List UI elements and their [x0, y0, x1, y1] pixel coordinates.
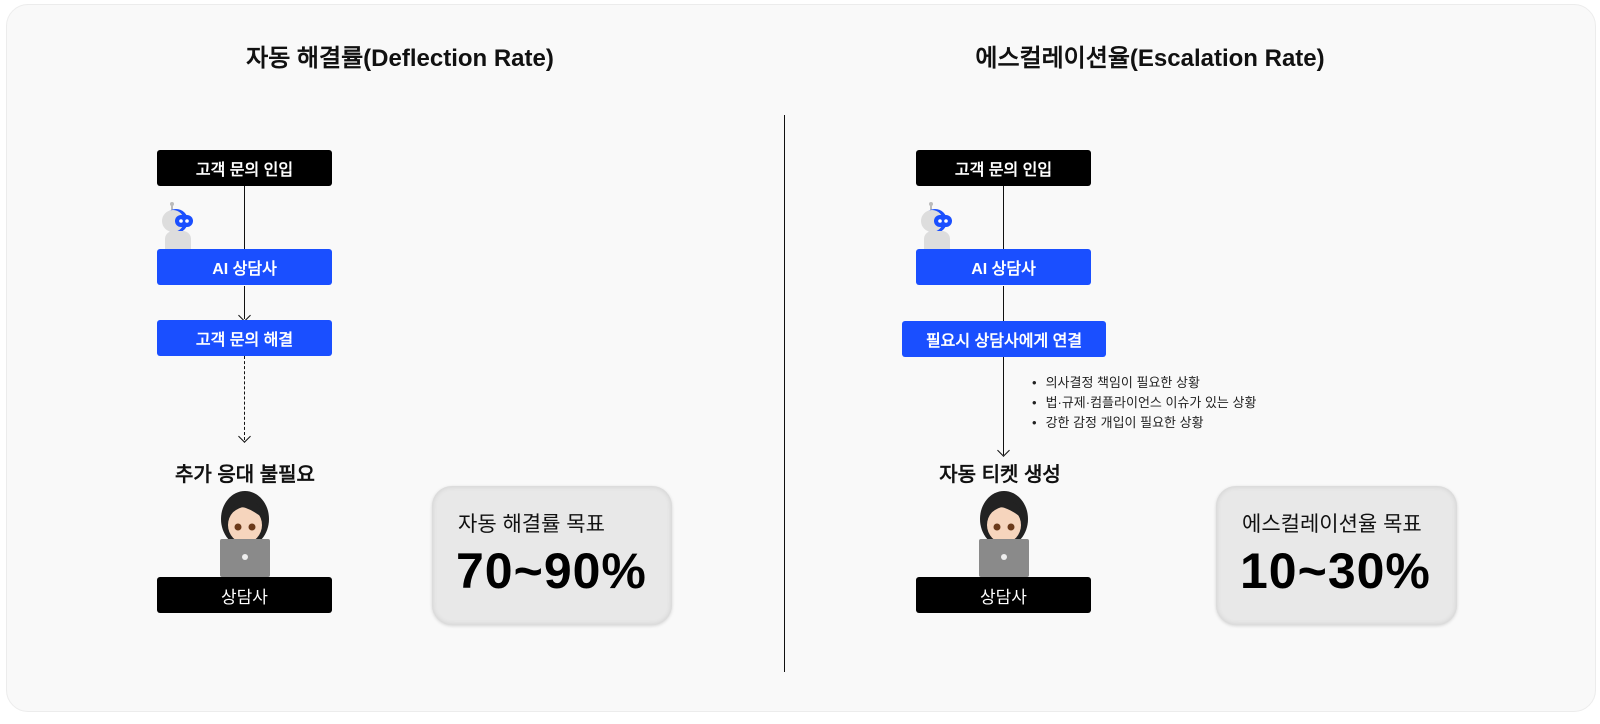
right-connector [1003, 357, 1004, 455]
condition-item: 의사결정 책임이 필요한 상황 [1032, 373, 1256, 393]
deflection-goal-card: 자동 해결률 목표 70~90% [432, 486, 672, 625]
agent-laptop-icon [220, 491, 270, 577]
right-ai-agent-box: AI 상담사 [916, 249, 1091, 285]
condition-item: 강한 감정 개입이 필요한 상황 [1032, 413, 1256, 433]
robot-icon [162, 202, 193, 249]
left-connector [244, 286, 245, 319]
agent-laptop-icon [979, 491, 1029, 577]
goal-value: 10~30% [1240, 543, 1431, 599]
goal-value: 70~90% [456, 543, 647, 599]
left-outcome-label: 추가 응대 불필요 [175, 464, 315, 486]
right-outcome-label: 자동 티켓 생성 [939, 464, 1061, 486]
left-inquiry-box: 고객 문의 인입 [157, 150, 332, 186]
left-ai-agent-box: AI 상담사 [157, 249, 332, 285]
escalation-conditions: 의사결정 책임이 필요한 상황 법·규제·컴플라이언스 이슈가 있는 상황 강한… [1032, 373, 1257, 433]
deflection-title: 자동 해결률(Deflection Rate) [246, 45, 554, 72]
right-connect-box: 필요시 상담사에게 연결 [902, 321, 1106, 357]
goal-title: 에스컬레이션율 목표 [1242, 513, 1422, 536]
robot-icon [921, 202, 952, 249]
right-inquiry-box: 고객 문의 인입 [916, 150, 1091, 186]
left-dashed-connector [244, 356, 245, 440]
right-agent-box: 상담사 [916, 577, 1091, 613]
escalation-title: 에스컬레이션율(Escalation Rate) [975, 45, 1325, 72]
condition-item: 법·규제·컴플라이언스 이슈가 있는 상황 [1032, 393, 1257, 413]
right-connector [1003, 186, 1004, 249]
right-connector [1003, 286, 1004, 321]
left-connector [244, 186, 245, 249]
escalation-goal-card: 에스컬레이션율 목표 10~30% [1216, 486, 1457, 625]
goal-title: 자동 해결률 목표 [458, 513, 605, 536]
section-divider [784, 115, 785, 672]
left-agent-box: 상담사 [157, 577, 332, 613]
left-resolved-box: 고객 문의 해결 [157, 320, 332, 356]
